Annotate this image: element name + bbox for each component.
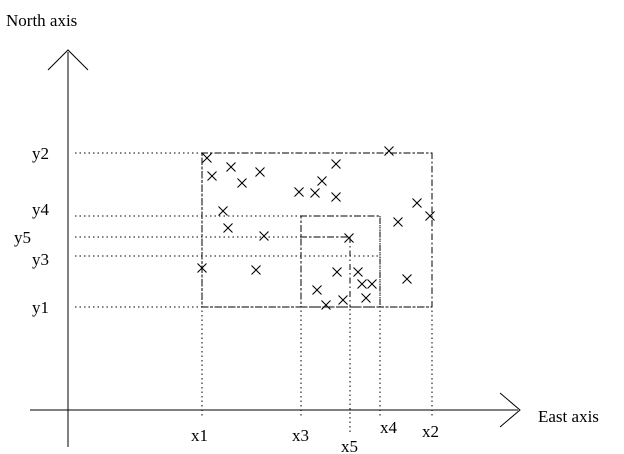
data-point-cross: [425, 211, 435, 221]
north-axis-label: North axis: [6, 11, 77, 30]
data-point-cross: [393, 217, 403, 227]
data-point-cross: [207, 171, 217, 181]
data-point-cross: [412, 198, 422, 208]
x-tick-x5: x5: [341, 437, 358, 454]
data-point-cross: [402, 274, 412, 284]
data-point-cross: [223, 223, 233, 233]
data-points: [197, 146, 435, 310]
data-point-cross: [202, 153, 212, 163]
x-tick-x4: x4: [380, 418, 398, 437]
data-point-cross: [294, 187, 304, 197]
inner-region-rect: [300, 215, 381, 308]
data-point-cross: [251, 265, 261, 275]
data-point-cross: [255, 167, 265, 177]
x-tick-x3: x3: [292, 426, 309, 445]
y-tick-y1: y1: [32, 298, 49, 317]
data-point-cross: [321, 300, 331, 310]
data-point-cross: [367, 279, 377, 289]
data-point-cross: [331, 159, 341, 169]
outer-region-rect: [201, 152, 433, 308]
data-point-cross: [344, 233, 354, 243]
y-tick-y4: y4: [32, 200, 50, 219]
data-point-cross: [218, 206, 228, 216]
x-tick-x1: x1: [191, 426, 208, 445]
data-point-cross: [384, 146, 394, 156]
east-axis-arrowhead: [499, 392, 521, 428]
y-tick-y2: y2: [32, 144, 49, 163]
north-axis-arrowhead: [47, 49, 89, 71]
data-point-cross: [312, 285, 322, 295]
data-point-cross: [317, 176, 327, 186]
data-point-cross: [237, 178, 247, 188]
data-point-cross: [353, 267, 363, 277]
data-point-cross: [361, 293, 371, 303]
data-point-cross: [338, 295, 348, 305]
data-point-cross: [259, 231, 269, 241]
data-point-cross: [357, 279, 367, 289]
data-point-cross: [331, 192, 341, 202]
data-point-cross: [226, 162, 236, 172]
data-point-cross: [197, 263, 207, 273]
data-point-cross: [310, 188, 320, 198]
east-axis-label: East axis: [538, 407, 599, 426]
y-tick-y3: y3: [32, 250, 49, 269]
y-tick-y5: y5: [14, 228, 31, 247]
data-point-cross: [332, 267, 342, 277]
x-tick-x2: x2: [422, 422, 439, 441]
